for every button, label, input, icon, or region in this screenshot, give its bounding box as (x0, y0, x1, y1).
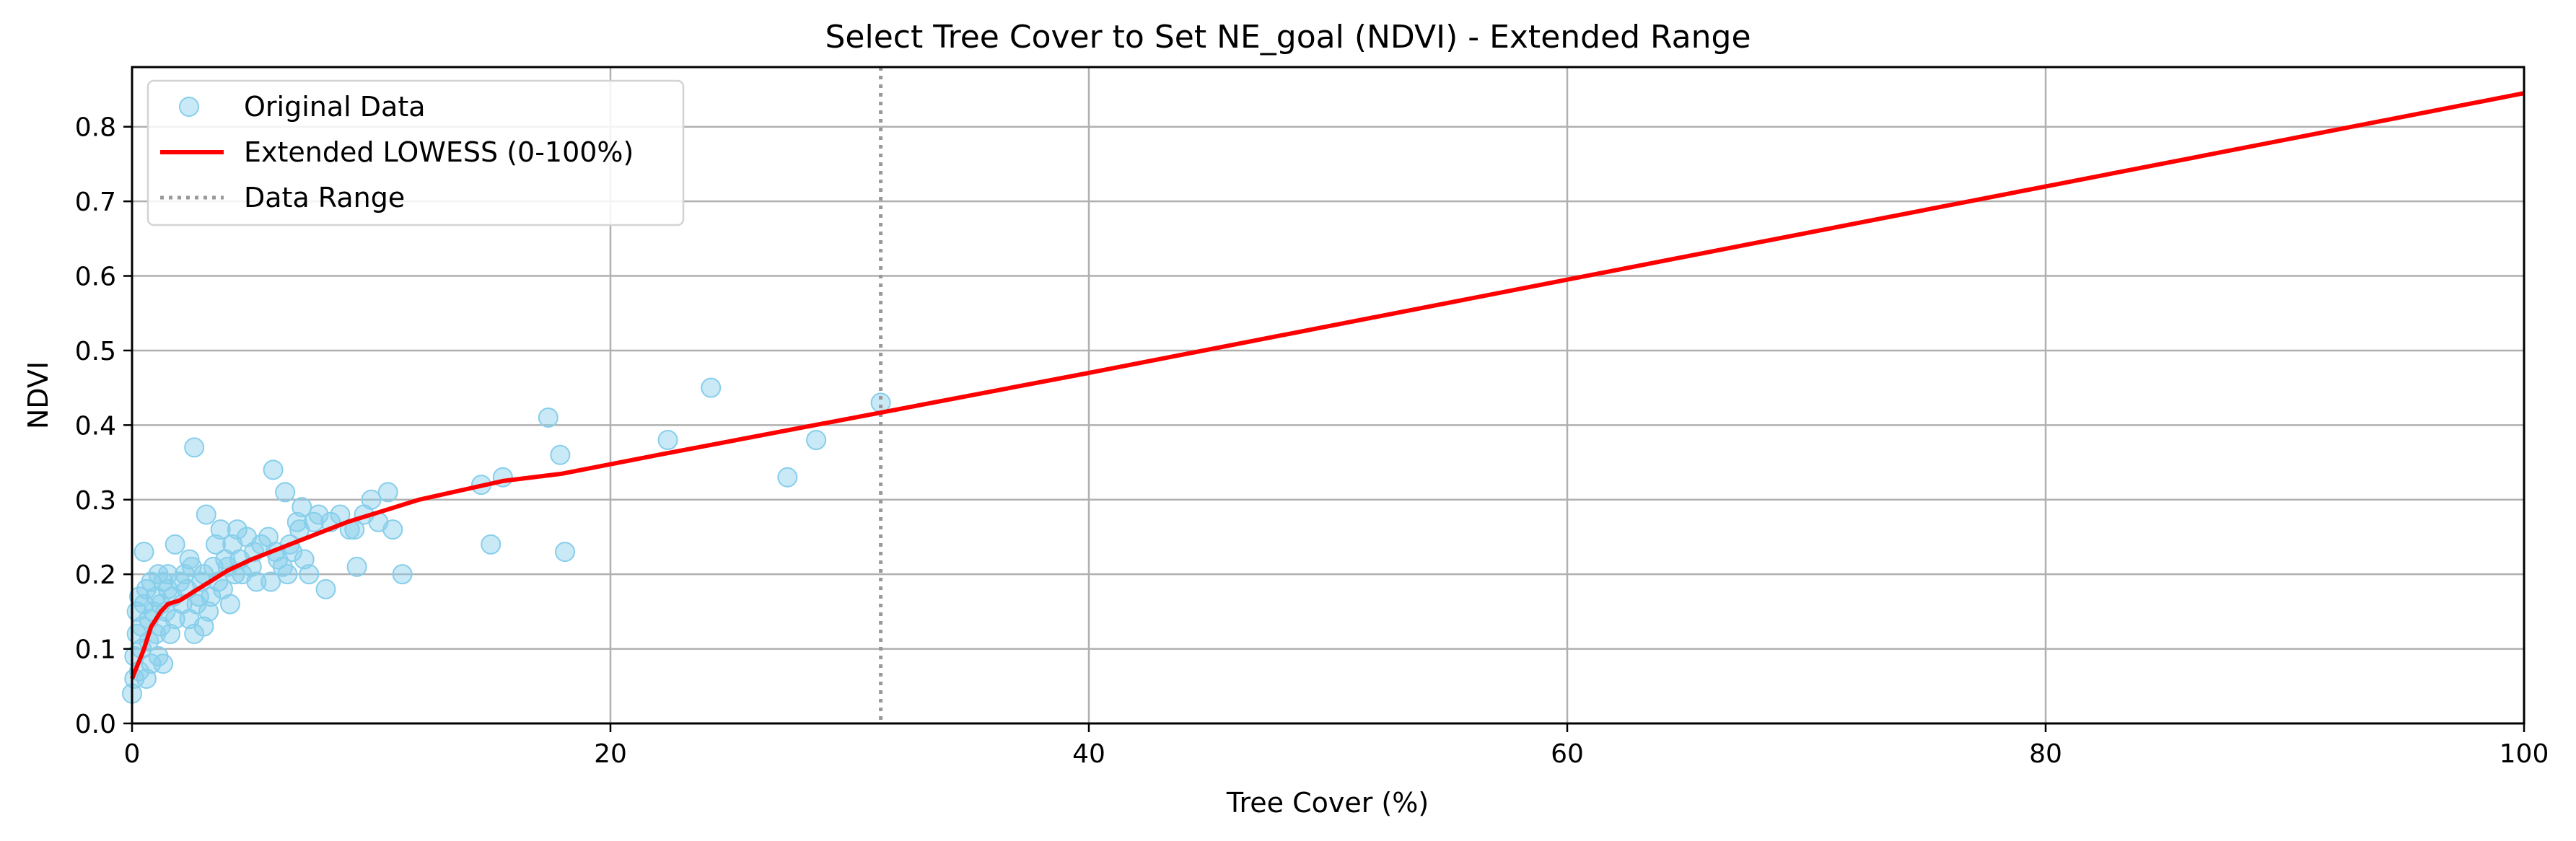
legend-label-original-data: Original Data (244, 91, 426, 123)
scatter-point (198, 601, 219, 622)
y-axis-ticks: 0.0 0.1 0.2 0.3 0.4 0.5 0.6 0.7 0.8 (75, 113, 132, 739)
scatter-point (701, 377, 722, 398)
scatter-point (292, 497, 312, 518)
scatter-point (210, 519, 231, 540)
y-axis-label: NDVI (22, 361, 54, 429)
scatter-point (806, 430, 827, 451)
scatter-point (481, 534, 501, 555)
scatter-point (346, 556, 367, 577)
scatter-point (133, 542, 154, 563)
lowess-line (130, 91, 2525, 680)
scatter-point (141, 571, 162, 592)
scatter-point (308, 504, 329, 525)
scatter-point (392, 564, 413, 585)
y-tick-label: 0.8 (75, 113, 116, 143)
scatter-point (550, 444, 571, 465)
plot-frame (131, 66, 2525, 725)
scatter-point (299, 564, 320, 585)
scatter-points (122, 377, 891, 704)
x-tick-label: 60 (1551, 739, 1584, 769)
scatter-point (181, 556, 202, 577)
scatter-point (315, 578, 336, 599)
scatter-point (219, 594, 240, 615)
y-tick-label: 0.5 (75, 337, 116, 366)
legend-label-data-range: Data Range (244, 182, 405, 213)
scatter-point (538, 408, 558, 428)
lowess-line-group (130, 91, 2525, 680)
scatter-point (157, 564, 178, 585)
y-tick-label: 0.6 (75, 263, 116, 292)
scatter-point (179, 549, 200, 570)
scatter-point (263, 459, 284, 480)
scatter-point (196, 504, 216, 525)
y-tick-label: 0.7 (75, 188, 116, 217)
y-tick-label: 0.0 (75, 710, 116, 739)
y-tick-label: 0.3 (75, 486, 116, 516)
legend-label-lowess: Extended LOWESS (0-100%) (244, 136, 634, 168)
scatter-point (136, 668, 157, 689)
scatter-point (555, 542, 576, 563)
scatter-point (193, 616, 214, 637)
scatter-point (165, 534, 185, 555)
y-tick-label: 0.2 (75, 560, 116, 590)
x-tick-label: 20 (594, 739, 627, 769)
scatter-point (377, 482, 398, 503)
scatter-point (153, 653, 174, 674)
y-tick-label: 0.4 (75, 411, 116, 441)
chart-title: Select Tree Cover to Set NE_goal (NDVI) … (825, 19, 1751, 56)
x-axis-ticks: 0 20 40 60 80 100 (124, 723, 2549, 769)
scatter-point (657, 430, 678, 451)
legend-box (146, 79, 685, 226)
scatter-point (141, 653, 162, 674)
y-tick-label: 0.1 (75, 635, 116, 665)
legend-marker-original-data (179, 97, 199, 117)
scatter-point (361, 489, 382, 510)
scatter-point (382, 519, 403, 540)
legend: Original Data Extended LOWESS (0-100%) D… (146, 79, 685, 226)
scatter-point (203, 556, 224, 577)
x-tick-label: 40 (1072, 739, 1105, 769)
x-tick-label: 100 (2500, 739, 2549, 769)
scatter-point (777, 467, 798, 488)
x-axis-label: Tree Cover (%) (1226, 787, 1429, 819)
scatter-point (184, 437, 205, 458)
scatter-point (286, 511, 307, 532)
scatter-point (260, 571, 281, 592)
scatter-point (277, 564, 298, 585)
x-tick-label: 0 (124, 739, 141, 769)
scatter-point (294, 549, 315, 570)
scatter-point (275, 482, 296, 503)
scatter-point (160, 623, 181, 644)
scatter-point (206, 534, 227, 555)
x-tick-label: 80 (2029, 739, 2062, 769)
scatter-point (246, 571, 267, 592)
